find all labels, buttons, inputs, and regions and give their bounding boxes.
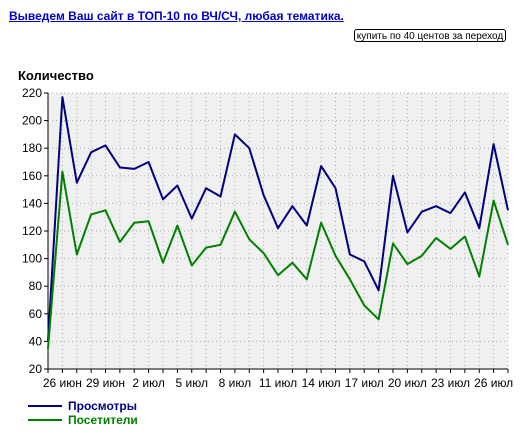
y-tick-label: 160	[22, 169, 42, 183]
y-tick-label: 80	[29, 279, 43, 293]
y-tick-label: 180	[22, 141, 42, 155]
y-tick-label: 140	[22, 196, 42, 210]
y-tick-label: 40	[29, 334, 43, 348]
series-line-views	[47, 96, 509, 342]
x-tick-label: 29 июн	[86, 376, 125, 390]
buy-clicks-button[interactable]: купить по 40 центов за переход	[354, 29, 506, 42]
x-tick-label: 5 июл	[176, 376, 208, 390]
y-tick-label: 200	[22, 114, 42, 128]
x-tick-label: 26 июл	[474, 376, 513, 390]
y-tick-label: 20	[29, 362, 43, 376]
x-tick-label: 26 июн	[43, 376, 82, 390]
legend: Просмотры Посетители	[28, 399, 138, 427]
series-line-visitors	[47, 170, 509, 349]
y-tick-label: 120	[22, 224, 42, 238]
x-tick-label: 14 июл	[302, 376, 341, 390]
legend-label-visitors: Посетители	[68, 413, 138, 427]
x-tick-label: 20 июл	[388, 376, 427, 390]
x-tick-label: 17 июл	[345, 376, 384, 390]
x-tick-label: 2 июл	[132, 376, 164, 390]
x-tick-label: 11 июл	[259, 376, 297, 390]
legend-label-views: Просмотры	[68, 399, 137, 413]
y-tick-label: 60	[29, 307, 43, 321]
y-tick-label: 220	[22, 86, 42, 100]
x-tick-label: 8 июл	[219, 376, 251, 390]
ad-link[interactable]: Выведем Ваш сайт в ТОП-10 по ВЧ/СЧ, люба…	[9, 9, 344, 23]
plot-area	[48, 93, 508, 369]
y-tick-label: 100	[22, 252, 42, 266]
y-axis-title: Количество	[18, 68, 94, 83]
x-tick-label: 23 июл	[431, 376, 470, 390]
